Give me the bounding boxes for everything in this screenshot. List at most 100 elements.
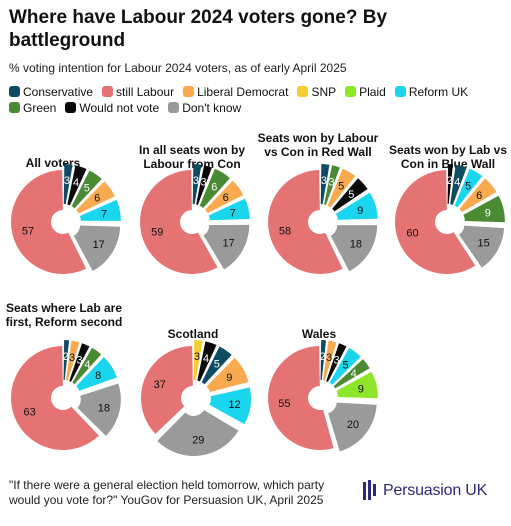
pie-slice <box>335 192 378 220</box>
pie-slice <box>76 357 118 391</box>
pie-slice <box>463 195 505 223</box>
legend-label: still Labour <box>116 85 175 99</box>
pie-slice <box>67 165 87 206</box>
pie-slice <box>324 165 340 205</box>
slice-value-label: 3 <box>194 351 200 363</box>
slice-value-label: 57 <box>22 225 34 237</box>
pie-slice <box>140 346 193 434</box>
slice-value-label: 3 <box>329 177 335 189</box>
slice-value-label: 63 <box>24 407 36 419</box>
legend-item: Don't know <box>168 100 241 116</box>
slice-value-label: 37 <box>154 379 166 391</box>
pie-slice <box>199 168 230 208</box>
panel-title-lab-from-con: In all seats won by Labour from Con <box>138 143 246 171</box>
pie-slice <box>73 225 121 272</box>
legend-swatch <box>9 86 20 97</box>
slice-value-label: 2 <box>447 175 453 187</box>
legend-swatch <box>9 102 20 113</box>
brand-name: Persuasion UK <box>383 482 488 499</box>
slice-value-label: 55 <box>278 398 290 410</box>
pie-slice <box>193 340 203 381</box>
legend-swatch <box>183 86 195 97</box>
legend-item: Plaid <box>345 84 386 100</box>
legend-swatch <box>345 86 357 97</box>
source-note: "If there were a general election held t… <box>9 478 325 507</box>
pie-slice <box>71 170 102 209</box>
pie-slice <box>320 164 330 205</box>
panel-title-lab-first-reform-second: Seats where Lab are first, Reform second <box>5 301 123 329</box>
slice-value-label: 9 <box>357 205 363 217</box>
pie-center-hole <box>52 211 74 233</box>
persuasion-logo-icon <box>363 480 376 500</box>
pie-slice <box>333 359 370 389</box>
pie-slice <box>140 170 218 275</box>
pie-slice <box>197 341 217 382</box>
pie-slice <box>330 225 378 272</box>
legend-item: Liberal Democrat <box>183 84 288 100</box>
slice-value-label: 3 <box>321 175 327 187</box>
pie-slice <box>192 164 202 205</box>
pie-slice <box>11 170 87 274</box>
slice-value-label: 5 <box>214 358 220 370</box>
slice-value-label: 3 <box>326 352 332 364</box>
slice-value-label: 60 <box>406 227 418 239</box>
legend-label: Don't know <box>182 101 242 115</box>
slice-value-label: 20 <box>347 419 359 431</box>
legend-label: SNP <box>311 85 337 99</box>
pie-slice <box>459 225 505 268</box>
slice-value-label: 59 <box>151 226 163 238</box>
pie-slice <box>447 164 454 205</box>
legend-swatch <box>168 102 180 113</box>
legend-label: Conservative <box>23 85 94 99</box>
legend-item: SNP <box>297 84 336 100</box>
pie-slice <box>267 346 334 451</box>
legend-item: Would not vote <box>65 100 159 116</box>
pie-slice <box>63 164 73 205</box>
slice-value-label: 4 <box>203 353 209 365</box>
legend-label: Reform UK <box>408 85 469 99</box>
pie-slice <box>459 178 497 213</box>
pie-center-hole <box>309 211 331 233</box>
legend: Conservative still Labour Liberal Democrat… <box>9 84 499 116</box>
legend-item: Conservative <box>9 84 93 100</box>
slice-value-label: 12 <box>228 399 240 411</box>
pie-center-hole <box>436 211 458 233</box>
pie-slice <box>336 371 378 399</box>
slice-value-label: 4 <box>73 177 79 189</box>
legend-label: Green <box>23 101 57 115</box>
pie-slice <box>327 168 356 208</box>
legend-swatch <box>65 102 77 113</box>
pie-slice <box>267 170 343 274</box>
chart-title: Where have Labour 2024 voters gone? By b… <box>9 7 388 51</box>
slice-value-label: 58 <box>279 225 291 237</box>
legend-label: Would not vote <box>79 101 160 115</box>
slice-value-label: 2 <box>63 351 69 363</box>
pie-slice <box>77 383 121 436</box>
slice-value-label: 18 <box>350 239 362 251</box>
slice-value-label: 4 <box>351 368 357 380</box>
panel-title-blue-wall: Seats won by Lab vs Con in Blue Wall <box>388 143 508 171</box>
slice-value-label: 17 <box>222 238 234 250</box>
legend-swatch <box>297 86 309 97</box>
slice-value-label: 6 <box>476 190 482 202</box>
legend-item: Reform UK <box>394 84 469 100</box>
pie-slice <box>65 340 80 381</box>
panel-title-red-wall: Seats won by Labour vs Con in Red Wall <box>257 131 379 159</box>
pie-slice <box>79 199 121 221</box>
pie-slice <box>332 178 368 212</box>
slice-value-label: 6 <box>223 192 229 204</box>
pie-slice <box>196 165 212 205</box>
pie-center-hole <box>182 387 204 409</box>
slice-value-label: 9 <box>226 372 232 384</box>
slice-value-label: 5 <box>84 182 90 194</box>
legend-swatch <box>102 86 114 97</box>
pie-center-hole <box>52 387 74 409</box>
slice-value-label: 3 <box>193 175 199 187</box>
pie-slice <box>203 224 250 270</box>
pie-slice <box>157 410 239 456</box>
pie-slice <box>209 387 251 425</box>
slice-value-label: 9 <box>358 383 364 395</box>
legend-label: Liberal Democrat <box>197 85 289 99</box>
legend-item: Green <box>9 100 56 116</box>
slice-value-label: 29 <box>192 435 204 447</box>
